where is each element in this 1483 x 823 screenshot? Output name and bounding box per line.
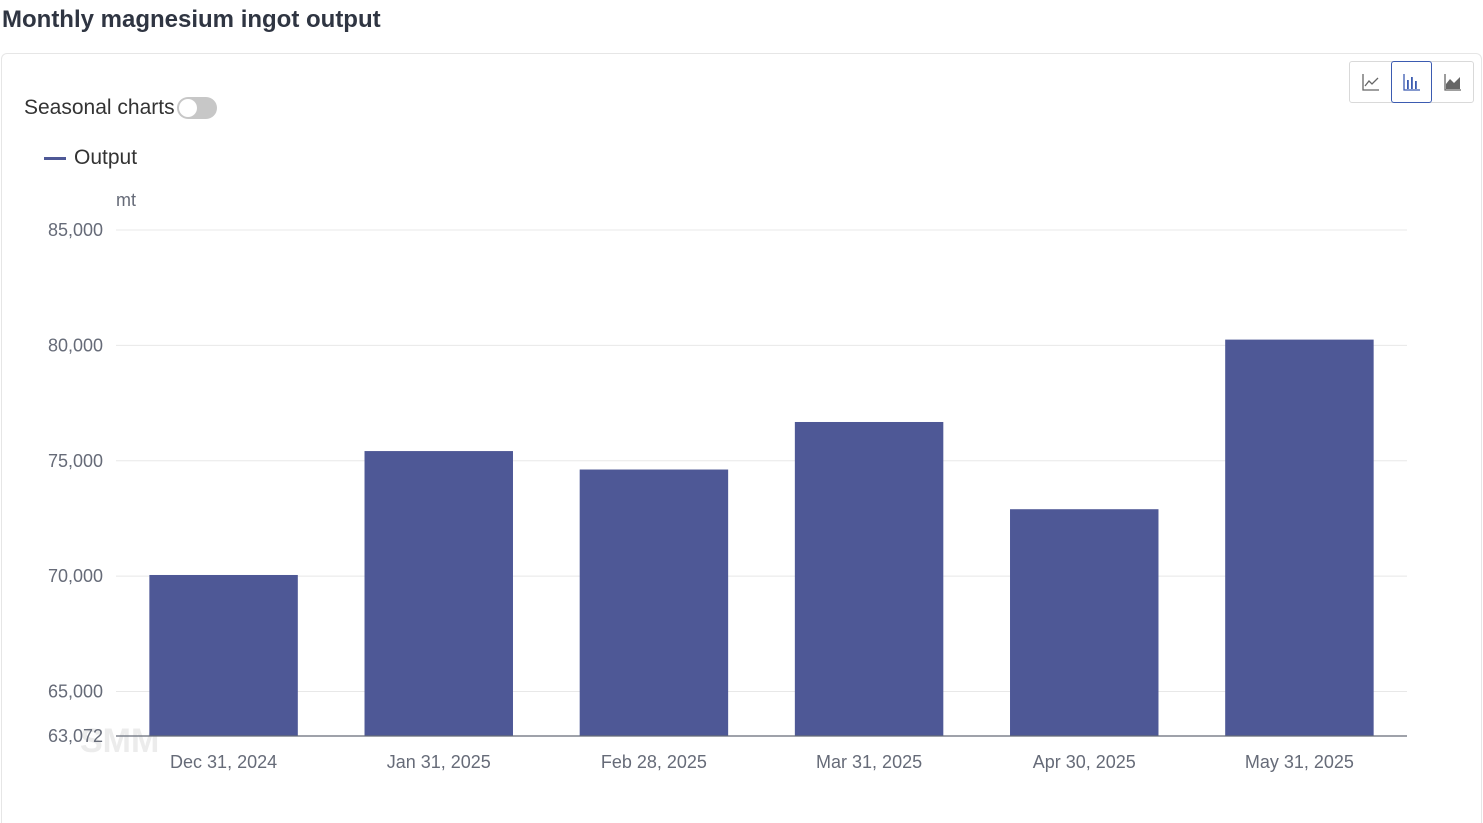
seasonal-charts-label: Seasonal charts [24,96,175,119]
x-tick-label: Mar 31, 2025 [816,752,922,772]
seasonal-charts-toggle[interactable] [176,97,217,119]
bar[interactable] [1225,339,1374,736]
x-axis-ticks: Dec 31, 2024 Jan 31, 2025 Feb 28, 2025 Mar … [170,752,1354,772]
area-chart-button[interactable] [1432,62,1473,102]
watermark: SMM [80,722,159,760]
legend-item-output[interactable]: Output [44,146,137,170]
bar[interactable] [149,574,298,736]
y-tick-label: 75,000 [48,451,103,471]
x-tick-label: May 31, 2025 [1245,752,1354,772]
x-tick-label: Jan 31, 2025 [387,752,491,772]
y-tick-label: 65,000 [48,682,103,702]
y-tick-label: 85,000 [48,220,103,240]
x-tick-label: Dec 31, 2024 [170,752,277,772]
x-tick-label: Apr 30, 2025 [1033,752,1136,772]
y-tick-label: 80,000 [48,335,103,355]
line-chart-button[interactable] [1350,62,1391,102]
x-tick-label: Feb 28, 2025 [601,752,707,772]
bar[interactable] [579,469,729,736]
y-tick-label: 63,072 [48,726,103,746]
page-title: Monthly magnesium ingot output [2,6,381,33]
y-tick-label: 70,000 [48,566,103,586]
bar[interactable] [364,451,513,736]
y-axis-unit: mt [116,190,136,210]
area-chart-icon [1443,74,1461,91]
bar[interactable] [794,421,944,736]
y-axis-ticks: 85,000 80,000 75,000 70,000 65,000 63,072 [48,220,103,746]
bar[interactable] [1010,509,1159,736]
chart-type-toolbar [1349,61,1474,103]
seasonal-charts-control: Seasonal charts [24,96,217,120]
bar-chart-icon [1402,74,1420,91]
toggle-knob [178,99,197,117]
line-chart-icon [1361,74,1379,91]
legend-swatch [44,156,66,160]
bar-chart-button[interactable] [1391,61,1432,103]
bars [149,339,1374,736]
legend-label: Output [74,146,138,169]
grid-lines [116,229,1407,693]
